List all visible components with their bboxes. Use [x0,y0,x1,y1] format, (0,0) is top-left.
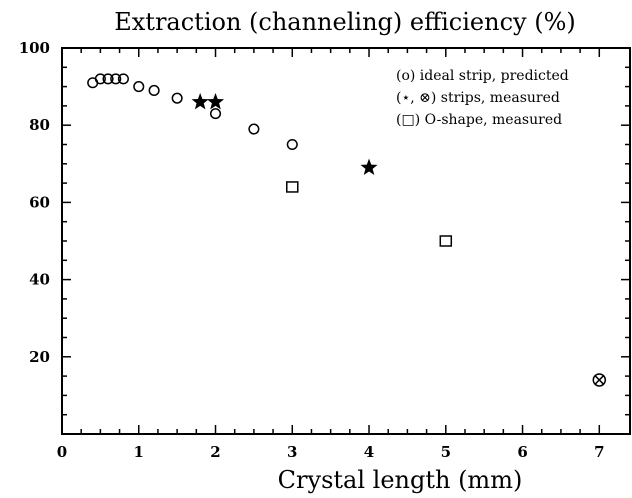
x-tick-label: 7 [594,443,604,461]
square-point [286,181,299,193]
legend: (o) ideal strip, predicted (⋆, ⊗) strips,… [396,68,569,128]
axis-ticks [61,47,630,435]
x-axis-label: Crystal length (mm) [278,466,523,494]
circle-point [248,123,260,135]
x-tick-label: 0 [57,443,67,461]
y-tick-label: 80 [29,116,50,134]
square-point [439,235,453,247]
y-tick-label: 20 [29,348,50,366]
chart-title: Extraction (channeling) efficiency (%) [114,8,576,36]
x-tick-label: 4 [364,443,374,461]
x-tick-label: 6 [517,443,527,461]
otimes-ring [592,373,607,387]
x-tick-label: 3 [287,443,297,461]
x-tick-label: 1 [134,443,144,461]
circle-point [171,92,183,104]
y-tick-label: 100 [19,39,50,57]
legend-entry: (⋆, ⊗) strips, measured [396,90,560,106]
star-point [206,93,225,110]
tick-labels: 0 1 2 3 4 5 6 7 20 40 60 80 100 [19,39,605,461]
y-tick-label: 40 [29,271,50,289]
circle-point [209,108,222,120]
legend-entry: (□) O-shape, measured [396,112,562,128]
legend-entry: (o) ideal strip, predicted [396,68,569,84]
x-tick-label: 2 [210,443,220,461]
x-tick-label: 5 [441,443,451,461]
circle-point [94,73,106,85]
data-points [87,73,607,387]
circle-point [110,73,122,85]
star-point [191,93,209,110]
circle-point [286,138,298,151]
y-tick-label: 60 [29,193,50,211]
circle-point [148,84,160,97]
circle-point [133,81,145,93]
circle-point [102,73,114,85]
star-point [360,158,378,175]
circle-point [117,73,129,85]
otimes-cross [594,375,605,385]
otimes-point [592,373,607,387]
